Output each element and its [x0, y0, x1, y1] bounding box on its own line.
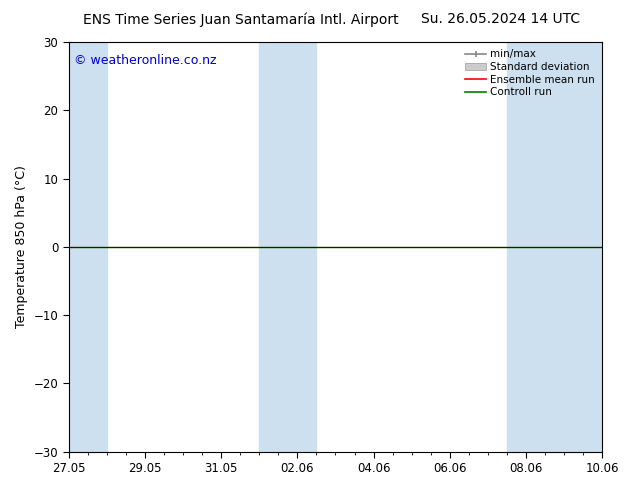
Text: ENS Time Series Juan Santamaría Intl. Airport: ENS Time Series Juan Santamaría Intl. Ai…: [83, 12, 399, 27]
Text: © weatheronline.co.nz: © weatheronline.co.nz: [74, 54, 217, 67]
Legend: min/max, Standard deviation, Ensemble mean run, Controll run: min/max, Standard deviation, Ensemble me…: [463, 47, 597, 99]
Bar: [259, 42, 316, 452]
Bar: [68, 42, 107, 452]
Y-axis label: Temperature 850 hPa (°C): Temperature 850 hPa (°C): [15, 166, 28, 328]
Bar: [507, 42, 602, 452]
Text: Su. 26.05.2024 14 UTC: Su. 26.05.2024 14 UTC: [422, 12, 580, 26]
